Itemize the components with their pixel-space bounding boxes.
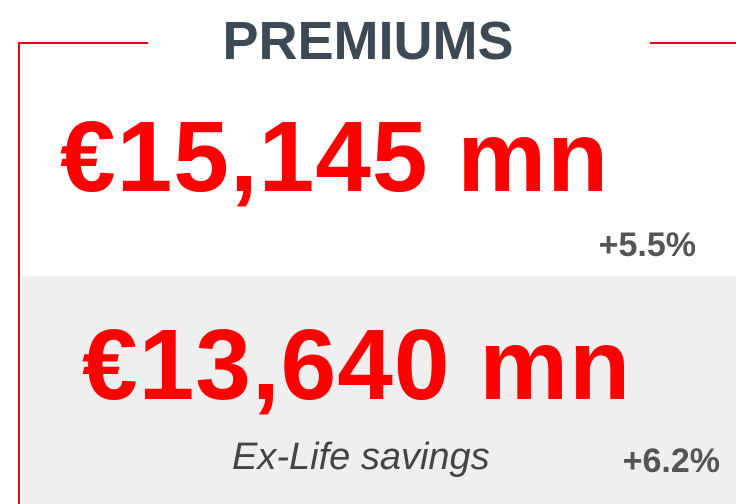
frame-top-left: [18, 42, 148, 44]
secondary-note: Ex-Life savings: [232, 436, 490, 478]
shaded-panel: [22, 276, 736, 504]
secondary-change: +6.2%: [622, 442, 720, 480]
title: PREMIUMS: [222, 11, 514, 71]
secondary-value: €13,640 mn: [82, 309, 632, 421]
primary-value: €15,145 mn: [60, 101, 610, 213]
frame-left: [18, 42, 20, 504]
frame-top-right: [650, 42, 736, 44]
primary-change: +5.5%: [598, 226, 696, 264]
